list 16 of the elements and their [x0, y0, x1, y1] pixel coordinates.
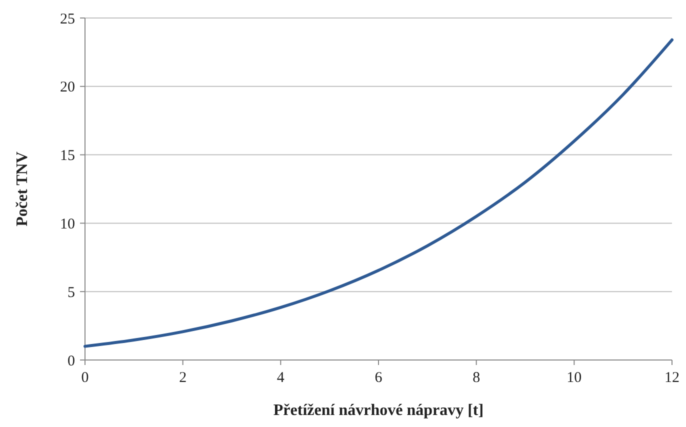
x-tick-label: 12 — [664, 370, 680, 386]
x-axis-title: Přetížení návrhové nápravy [t] — [273, 402, 484, 419]
x-tick-label: 0 — [81, 370, 89, 386]
y-tick-label: 0 — [68, 353, 75, 370]
y-tick-label: 10 — [60, 216, 75, 232]
x-tick-label: 10 — [566, 370, 582, 386]
y-tick-label: 25 — [60, 11, 75, 28]
y-axis-title: Počet TNV — [14, 151, 31, 226]
x-tick-label: 6 — [374, 370, 383, 386]
x-tick-label: 8 — [472, 370, 480, 386]
y-tick-label: 5 — [68, 284, 75, 301]
y-tick-label: 15 — [60, 148, 75, 164]
line-series — [84, 38, 674, 348]
x-tick-label: 2 — [179, 370, 187, 386]
x-tick-label: 4 — [276, 370, 285, 386]
y-tick-label: 20 — [60, 80, 75, 96]
